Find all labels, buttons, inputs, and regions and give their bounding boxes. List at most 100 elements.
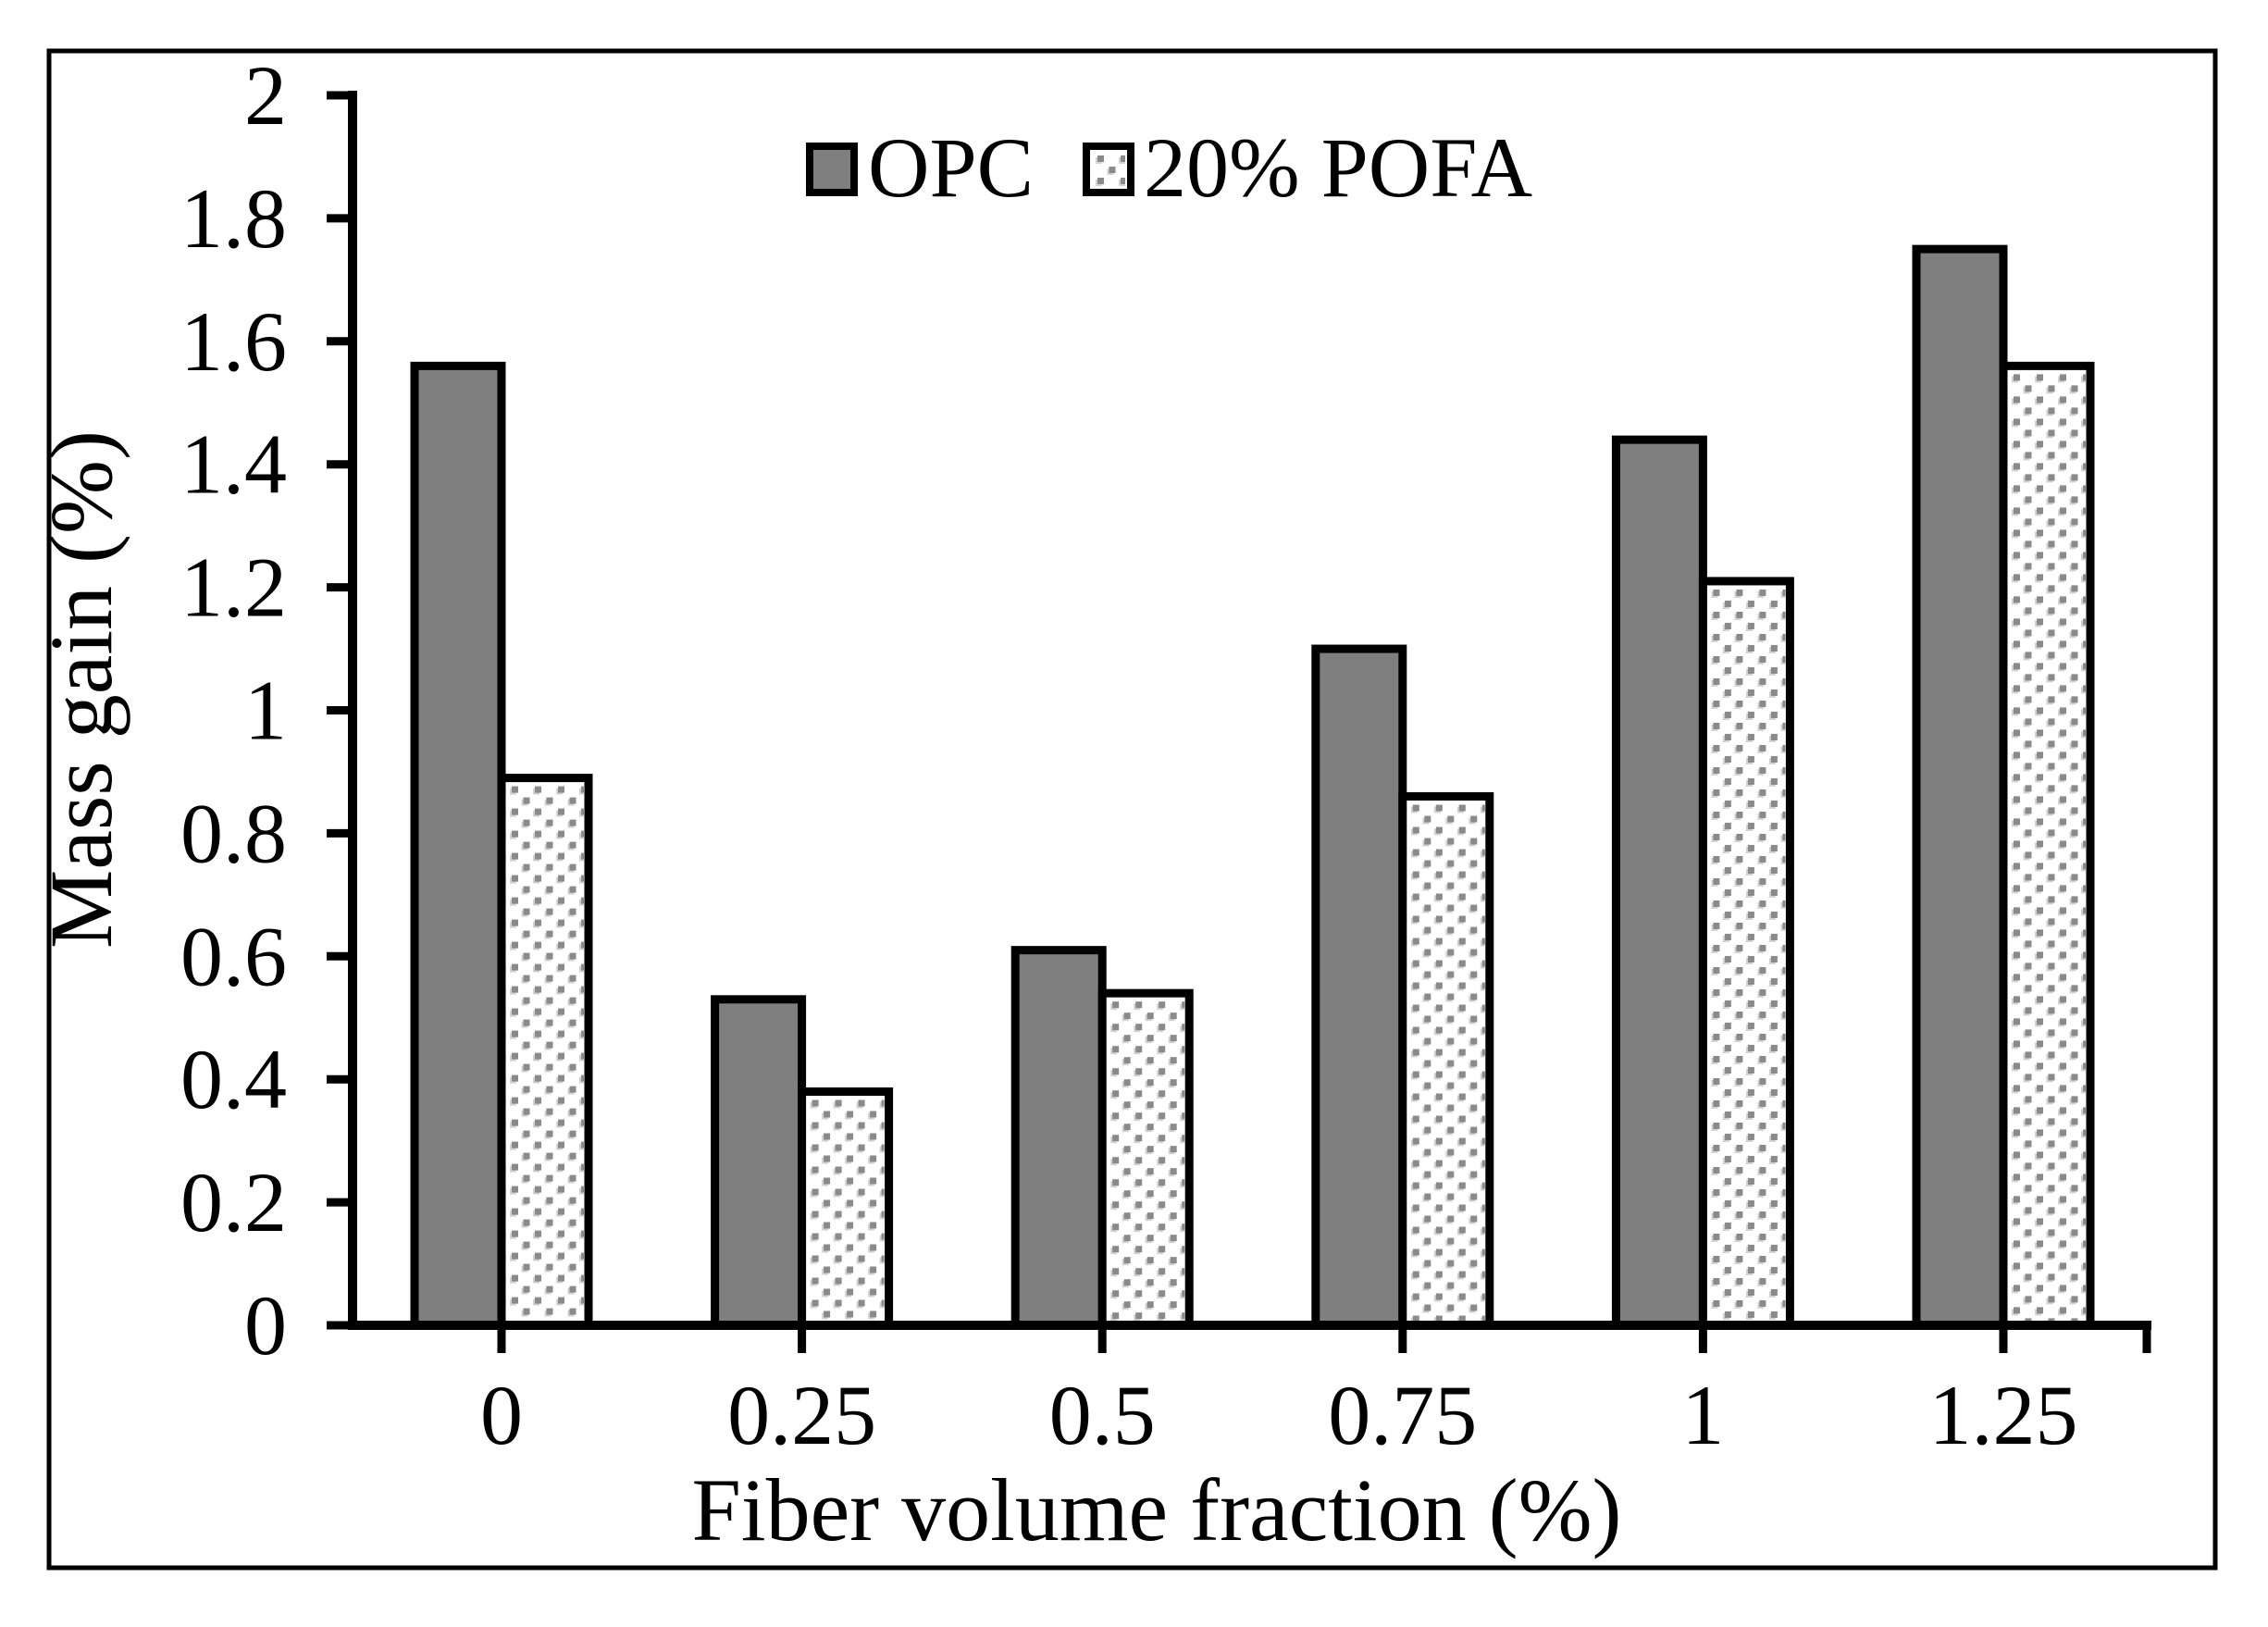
pofa-dot	[2025, 585, 2032, 592]
pofa-dot	[581, 1163, 584, 1171]
pofa-dot	[1736, 1211, 1743, 1218]
pofa-dot	[1759, 966, 1766, 974]
pofa-dot	[847, 1222, 854, 1229]
pofa-dot	[824, 1310, 831, 1318]
pofa-dot	[1447, 993, 1455, 1000]
pofa-dot	[523, 1308, 530, 1315]
pofa-dot	[2083, 396, 2086, 404]
pofa-dot	[2025, 785, 2032, 792]
pofa-dot	[2014, 996, 2020, 1003]
pofa-dot	[2037, 996, 2043, 1003]
pofa-dot	[2014, 1107, 2020, 1114]
pofa-dot	[1458, 915, 1466, 923]
pofa-dot	[2037, 1151, 2043, 1159]
pofa-dot	[1770, 1199, 1778, 1207]
pofa-dot	[535, 941, 541, 949]
pofa-dot	[2071, 985, 2078, 992]
legend: OPC 20% POFA	[806, 120, 1532, 215]
pofa-dot	[2037, 751, 2043, 759]
pofa-dot	[2083, 685, 2086, 692]
pofa-dot	[2014, 818, 2020, 826]
pofa-dot	[535, 1186, 541, 1193]
pofa-dot	[1713, 833, 1720, 840]
pofa-dot	[546, 1219, 553, 1226]
pofa-dot	[1481, 849, 1485, 856]
pofa-dot	[1182, 1179, 1185, 1186]
pofa-dot	[1435, 982, 1443, 989]
pofa-dot	[1435, 1226, 1443, 1234]
pofa-dot	[1724, 1244, 1731, 1251]
pofa-dot	[1782, 655, 1786, 663]
pofa-dot	[523, 1108, 530, 1115]
pofa-dot	[1759, 833, 1766, 840]
pofa-dot	[1470, 1193, 1478, 1200]
pofa-dot	[2083, 907, 2086, 914]
pofa-dot	[1170, 1212, 1177, 1220]
pofa-dot	[2025, 429, 2032, 437]
pofa-dot	[1447, 1104, 1455, 1112]
pofa-dot	[546, 1108, 553, 1115]
pofa-dot	[1747, 977, 1754, 985]
pofa-dot	[569, 1019, 576, 1026]
pofa-dot	[1713, 611, 1720, 618]
pofa-dot	[1713, 1033, 1720, 1040]
y-tick-label: 0.4	[180, 1032, 287, 1126]
pofa-dot	[2014, 1174, 2020, 1181]
pofa-dot	[2071, 918, 2078, 925]
pofa-dot	[1159, 1046, 1166, 1053]
pofa-dot	[2083, 1107, 2086, 1114]
pofa-dot	[2083, 441, 2086, 448]
pofa-dot	[1170, 1057, 1177, 1064]
bar-pofa-dots-0.5	[1110, 1001, 1185, 1321]
pofa-dot	[2014, 396, 2020, 404]
pofa-dot	[2025, 874, 2032, 881]
pofa-dot	[1424, 949, 1431, 956]
pofa-dot	[870, 1222, 877, 1229]
pofa-dot	[1770, 666, 1778, 674]
pofa-dot	[1447, 882, 1455, 889]
pofa-dot	[569, 908, 576, 915]
pofa-dot	[2037, 663, 2043, 670]
pofa-dot	[569, 997, 576, 1004]
pofa-dot	[2037, 1040, 2043, 1048]
pofa-dot	[1736, 1011, 1743, 1018]
pofa-dot	[812, 1255, 819, 1262]
pofa-dot	[824, 1244, 831, 1251]
pofa-dot	[2025, 1007, 2032, 1014]
pofa-dot	[1159, 1268, 1166, 1275]
y-tick-label: 1.2	[180, 540, 287, 635]
pofa-dot	[1724, 800, 1731, 807]
pofa-dot	[546, 1086, 553, 1093]
pofa-dot	[1782, 855, 1786, 863]
pofa-dot	[569, 1285, 576, 1293]
pofa-dot	[512, 1163, 518, 1171]
pofa-dot	[870, 1199, 877, 1207]
pofa-dot	[558, 1208, 564, 1215]
pofa-dot	[1447, 815, 1455, 823]
pofa-dot	[2048, 896, 2055, 903]
pofa-dot	[1713, 789, 1720, 796]
pofa-dot	[1112, 1312, 1120, 1320]
pofa-dot	[1713, 633, 1720, 640]
pofa-dot	[2071, 696, 2078, 703]
pofa-dot	[2025, 740, 2032, 748]
pofa-dot	[2048, 407, 2055, 415]
pofa-dot	[2048, 429, 2055, 437]
pofa-dot	[812, 1188, 819, 1196]
pofa-dot	[558, 1008, 564, 1015]
pofa-dot	[1123, 1057, 1131, 1064]
pofa-dot	[2060, 507, 2066, 515]
pofa-dot	[1435, 1248, 1443, 1256]
pofa-dot	[858, 1099, 865, 1107]
pofa-dot	[1447, 949, 1455, 956]
pofa-dot	[2083, 1018, 2086, 1025]
pofa-dot	[1759, 589, 1766, 596]
pofa-dot	[2048, 1051, 2055, 1059]
pofa-dot	[881, 1144, 885, 1151]
pofa-dot	[2071, 474, 2078, 481]
pofa-dot	[2071, 1185, 2078, 1192]
pofa-dot	[1724, 1111, 1731, 1118]
pofa-dot	[512, 919, 518, 926]
pofa-dot	[1424, 1037, 1431, 1045]
pofa-dot	[581, 1008, 584, 1015]
